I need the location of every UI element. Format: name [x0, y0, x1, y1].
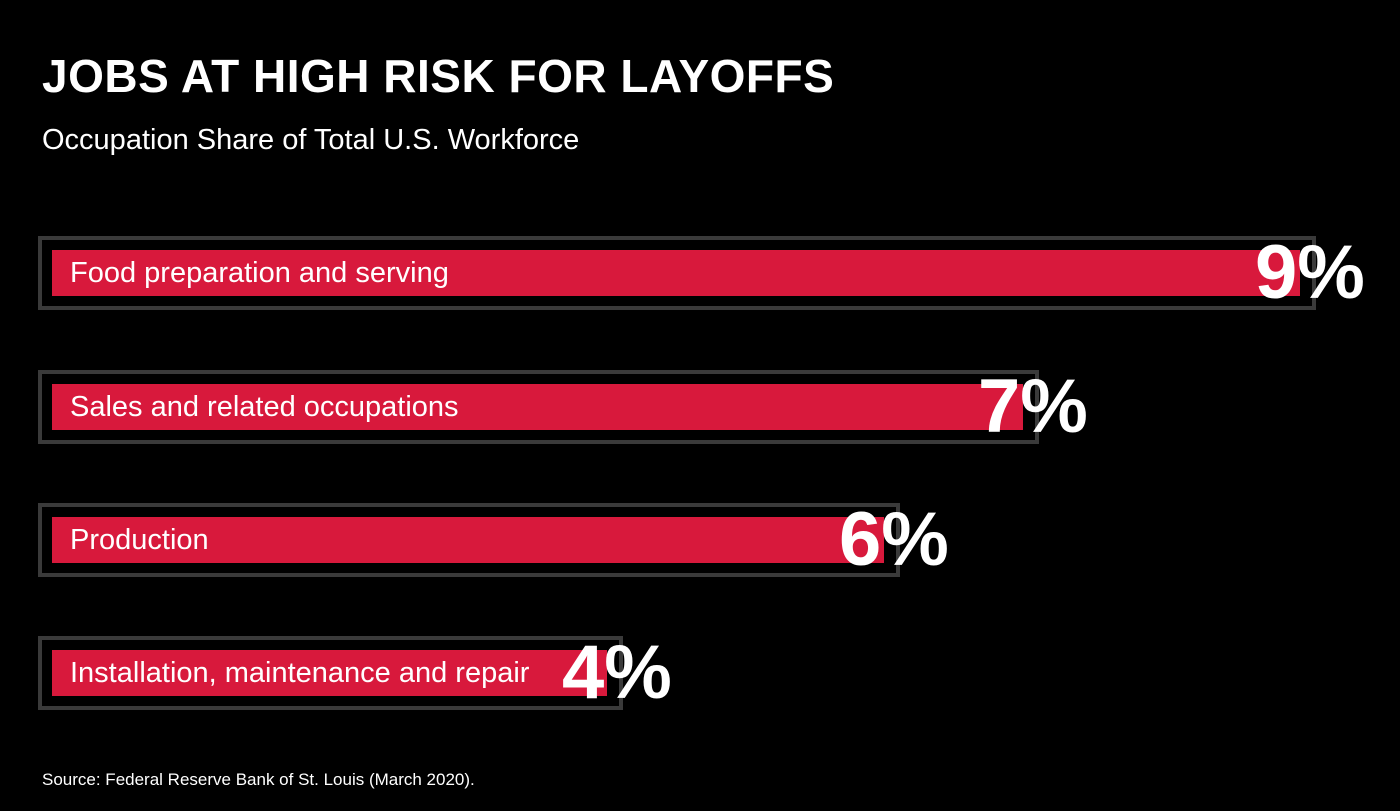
bar [52, 650, 607, 696]
bar-category-label: Sales and related occupations [70, 391, 459, 423]
bar-value-label: 7% [978, 364, 1088, 449]
chart-title: JOBS AT HIGH RISK FOR LAYOFFS [42, 50, 835, 102]
bar-category-label: Production [70, 524, 209, 556]
bar [52, 517, 884, 563]
chart-subtitle: Occupation Share of Total U.S. Workforce [42, 124, 580, 156]
bar-value-label: 4% [562, 630, 672, 715]
bar [52, 384, 1023, 430]
bar-value-label: 6% [839, 497, 949, 582]
bar-value-label: 9% [1255, 230, 1365, 315]
bar-outline [38, 503, 900, 577]
bar [52, 250, 1300, 296]
bar-category-label: Food preparation and serving [70, 257, 449, 289]
bar-outline [38, 370, 1039, 444]
source-note: Source: Federal Reserve Bank of St. Loui… [42, 770, 475, 789]
bar-outline [38, 236, 1316, 310]
bar-category-label: Installation, maintenance and repair [70, 657, 530, 689]
bar-outline [38, 636, 623, 710]
